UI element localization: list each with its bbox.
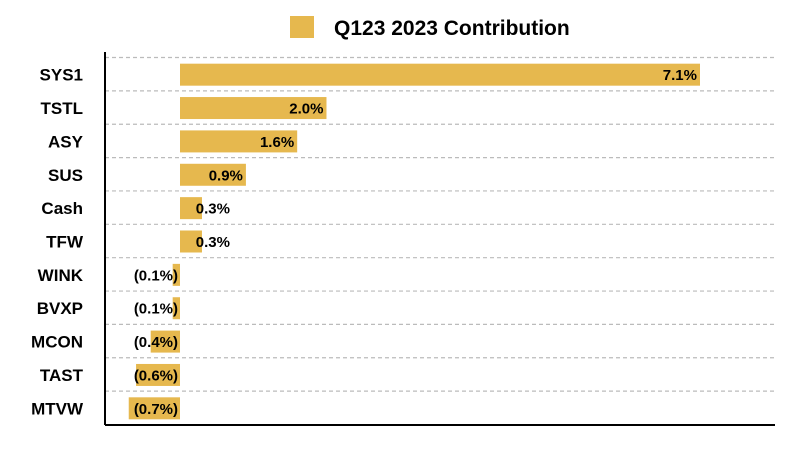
legend-swatch <box>290 16 314 38</box>
category-label: BVXP <box>37 299 83 318</box>
bar-mcon <box>150 330 180 353</box>
bar-sys1 <box>180 63 700 86</box>
category-label: Cash <box>41 199 83 218</box>
value-label: 0.3% <box>196 201 230 218</box>
category-label: TSTL <box>41 99 84 118</box>
value-label: 0.3% <box>196 234 230 251</box>
category-label: SUS <box>48 166 83 185</box>
bar-tast <box>136 363 180 386</box>
category-label: TAST <box>40 366 84 385</box>
axes <box>104 52 775 426</box>
category-label: ASY <box>48 132 84 151</box>
value-label: 0.9% <box>209 167 243 184</box>
bar-tstl <box>180 97 327 120</box>
value-label: 7.1% <box>663 67 697 84</box>
value-label: (0.7%) <box>134 401 178 418</box>
bar-wink <box>172 263 180 286</box>
category-label: SYS1 <box>40 66 83 85</box>
legend: Q123 2023 Contribution <box>290 16 570 40</box>
legend-label: Q123 2023 Contribution <box>334 17 570 40</box>
bar-mtvw <box>128 397 180 420</box>
category-label: MTVW <box>31 399 84 418</box>
category-labels: SYS1 TSTL ASY SUS Cash TFW WINK BVXP MCON TAST MTV… <box>31 66 84 419</box>
value-label: (0.4%) <box>134 334 178 351</box>
bar-tfw <box>180 230 202 253</box>
value-label: (0.6%) <box>134 367 178 384</box>
category-label: MCON <box>31 333 83 352</box>
value-label: 2.0% <box>289 101 323 118</box>
bar-cash <box>180 197 202 220</box>
bar-sus <box>180 163 246 186</box>
bars <box>128 63 700 420</box>
category-label: TFW <box>46 233 84 252</box>
category-label: WINK <box>38 266 84 285</box>
value-label: (0.1%) <box>134 301 178 318</box>
value-label: 1.6% <box>260 134 294 151</box>
value-labels: 7.1% 2.0% 1.6% 0.9% 0.3% 0.3% (0.1%) (0.1%) (0.4… <box>134 67 697 418</box>
value-label: (0.1%) <box>134 267 178 284</box>
bar-bvxp <box>172 297 180 320</box>
bar-asy <box>180 130 298 153</box>
